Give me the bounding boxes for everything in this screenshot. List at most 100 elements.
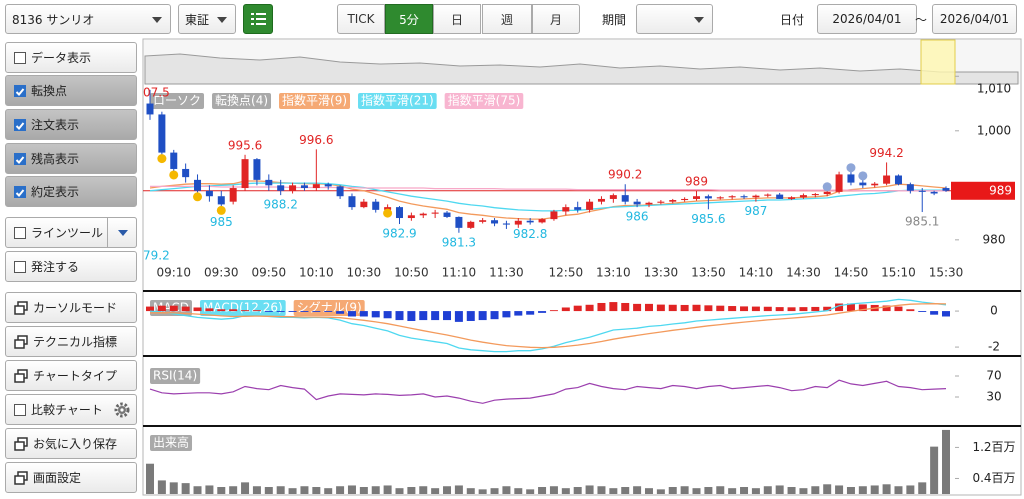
high-label: 990.2 xyxy=(608,168,642,182)
dropdown-arrow[interactable] xyxy=(107,217,137,248)
y-tick-label: 70 xyxy=(986,369,1001,383)
candle-body xyxy=(836,174,843,191)
candle-body xyxy=(812,194,819,195)
histogram-bar xyxy=(538,311,546,313)
histogram-bar xyxy=(324,311,332,312)
list-button[interactable] xyxy=(243,4,273,34)
sidebar-button[interactable]: 比較チャート xyxy=(5,394,137,425)
volume-bar xyxy=(312,487,320,494)
high-label: 994.2 xyxy=(869,146,903,160)
candle-body xyxy=(455,217,462,228)
candle-body xyxy=(586,202,593,210)
symbol-select[interactable]: 8136 サンリオ xyxy=(5,4,171,34)
volume-bar xyxy=(348,485,356,494)
candle-body xyxy=(717,197,724,198)
x-tick-label: 13:30 xyxy=(644,266,679,280)
turning-point xyxy=(169,170,178,179)
sidebar-button[interactable]: テクニカル指標 xyxy=(5,326,137,357)
volume-bar xyxy=(906,485,914,494)
candle-body xyxy=(158,114,165,152)
volume-bar xyxy=(146,464,154,494)
date-to-text: 2026/04/01 xyxy=(940,12,1009,26)
candle-body xyxy=(705,196,712,198)
candle-body xyxy=(479,220,486,222)
sidebar-button[interactable]: 約定表示 xyxy=(5,176,137,207)
x-tick-label: 13:10 xyxy=(596,266,631,280)
sidebar-label: 残高表示 xyxy=(31,150,79,167)
legend-label: 転換点(4) xyxy=(215,94,268,108)
window-icon-shape xyxy=(14,437,28,451)
candle-body xyxy=(348,196,355,207)
navigator-selection[interactable] xyxy=(921,40,955,84)
sidebar-button[interactable]: データ表示 xyxy=(5,42,137,73)
candle-body xyxy=(741,196,748,197)
timeframe-button[interactable]: 週 xyxy=(482,4,532,34)
candle-body xyxy=(883,176,890,184)
x-tick-label: 10:10 xyxy=(299,266,334,280)
histogram-bar xyxy=(182,307,190,312)
timeframe-button[interactable]: 5分 xyxy=(385,4,433,34)
sidebar-button[interactable]: チャートタイプ xyxy=(5,360,137,391)
histogram-bar xyxy=(479,311,487,320)
sidebar-button[interactable]: カーソルモード xyxy=(5,292,137,323)
sidebar-button[interactable]: 発注する xyxy=(5,251,137,282)
histogram-bar xyxy=(704,305,712,311)
sidebar-button[interactable]: 転換点 xyxy=(5,75,137,106)
candle-body xyxy=(752,196,759,198)
annotation: 07.5 xyxy=(143,86,170,100)
window-icon-shape xyxy=(14,301,28,315)
histogram-bar xyxy=(229,309,237,311)
histogram-bar xyxy=(467,311,475,321)
candle-body xyxy=(859,183,866,186)
candle-body xyxy=(907,184,914,191)
histogram-bar xyxy=(419,311,427,320)
candle-body xyxy=(194,180,201,191)
histogram-bar xyxy=(395,311,403,320)
volume-bar xyxy=(728,488,736,494)
volume-bar xyxy=(514,488,522,494)
sidebar-button[interactable]: 注文表示 xyxy=(5,109,137,140)
candle-body xyxy=(170,153,177,169)
sidebar-button[interactable]: 残高表示 xyxy=(5,143,137,174)
date-to[interactable]: 2026/04/01 xyxy=(932,4,1017,34)
histogram-bar xyxy=(776,307,784,311)
sidebar-button[interactable]: 画面設定 xyxy=(5,462,137,493)
volume-bar xyxy=(633,486,641,494)
volume-bar xyxy=(407,487,415,494)
timeframe-button[interactable]: TICK xyxy=(337,4,385,34)
settings-gear[interactable] xyxy=(114,402,130,418)
volume-bar xyxy=(336,486,344,494)
sidebar-label: 画面設定 xyxy=(33,469,81,486)
period-select[interactable] xyxy=(636,4,713,34)
window-icon xyxy=(14,301,28,315)
y-tick-label: 980 xyxy=(983,232,1006,246)
histogram-bar xyxy=(348,311,356,316)
sidebar-button[interactable]: ラインツール xyxy=(5,217,137,248)
market-select[interactable]: 東証 xyxy=(178,4,236,34)
candle-body xyxy=(515,221,522,225)
volume-bar xyxy=(217,487,225,494)
histogram-bar xyxy=(431,311,439,320)
volume-bar xyxy=(799,488,807,494)
window-icon-shape xyxy=(14,369,28,383)
volume-bar xyxy=(265,487,273,494)
low-label: 987 xyxy=(744,204,767,218)
checkbox xyxy=(14,119,26,131)
histogram-bar xyxy=(491,311,499,319)
y-tick-label: -2 xyxy=(988,340,1000,354)
low-label: 985 xyxy=(210,215,233,229)
sidebar-button[interactable]: お気に入り保存 xyxy=(5,428,137,459)
x-tick-label: 15:30 xyxy=(929,266,964,280)
candle-body xyxy=(681,199,688,200)
timeframe-button[interactable]: 月 xyxy=(532,4,580,34)
volume-bar xyxy=(859,486,867,494)
volume-bar xyxy=(740,487,748,494)
window-icon-shape xyxy=(14,471,28,485)
x-tick-label: 09:50 xyxy=(252,266,287,280)
timeframe-button[interactable]: 日 xyxy=(433,4,481,34)
x-tick-label: 14:10 xyxy=(739,266,774,280)
candle-body xyxy=(943,188,950,191)
low-label: 982.8 xyxy=(513,227,547,241)
date-from[interactable]: 2026/04/01 xyxy=(817,4,917,34)
volume-bar xyxy=(621,487,629,494)
